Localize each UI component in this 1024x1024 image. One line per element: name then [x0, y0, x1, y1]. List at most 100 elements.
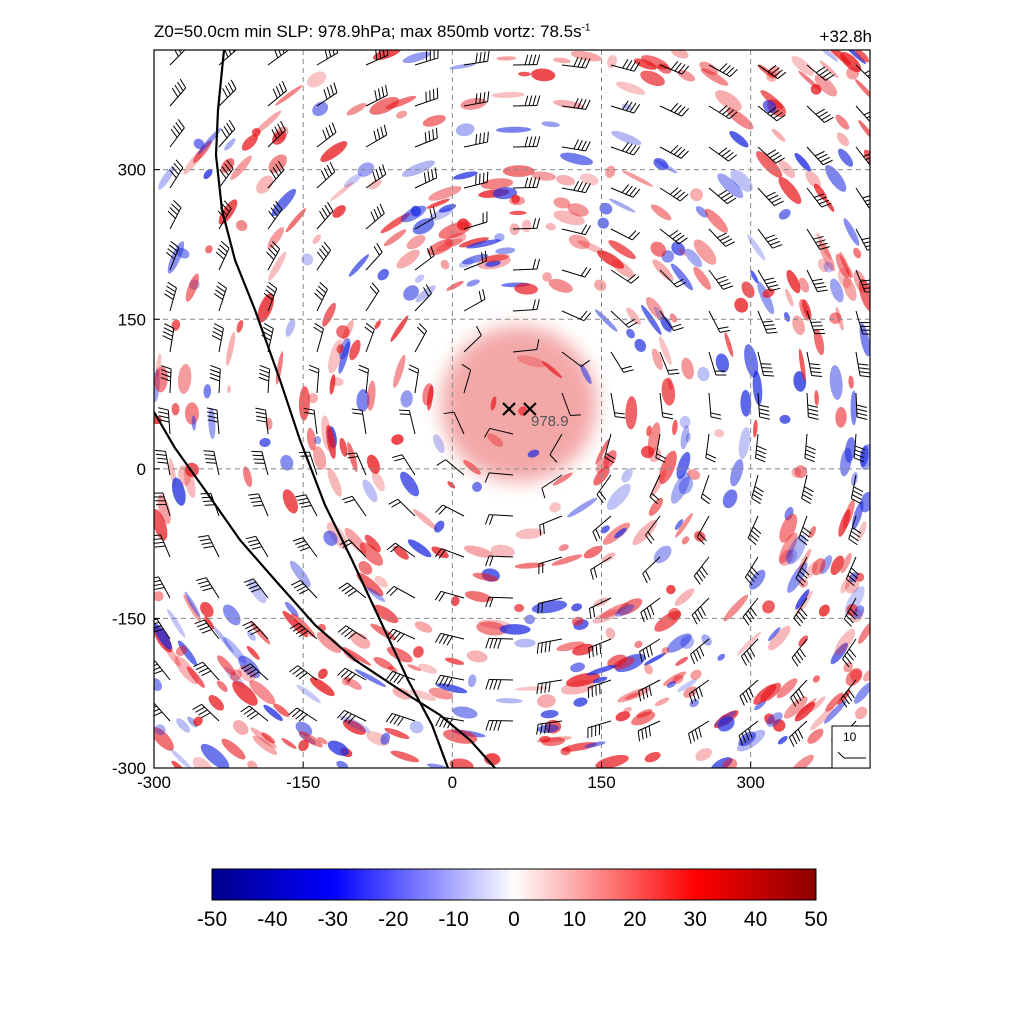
- vorticity-cell: [409, 720, 424, 734]
- vorticity-cell: [819, 60, 839, 78]
- vorticity-cell: [495, 698, 523, 704]
- vorticity-cell: [621, 170, 654, 187]
- wind-barb: [288, 707, 318, 722]
- vorticity-cell: [624, 692, 641, 700]
- vorticity-cell: [840, 553, 852, 574]
- wind-barb: [463, 325, 482, 353]
- vorticity-cell: [434, 520, 445, 533]
- wind-barb: [251, 450, 269, 476]
- wind-barb: [434, 590, 465, 602]
- vorticity-cell: [384, 727, 410, 740]
- vorticity-cell: [608, 198, 636, 213]
- vorticity-cell: [482, 254, 510, 263]
- wind-barb: [638, 679, 661, 702]
- wind-barb: [539, 515, 563, 536]
- vorticity-cell: [835, 114, 850, 130]
- vorticity-cell: [681, 357, 694, 380]
- vorticity-cell: [491, 91, 525, 98]
- vorticity-cell: [670, 263, 694, 291]
- vorticity-cell: [754, 700, 767, 711]
- vorticity-cell: [362, 479, 378, 503]
- wind-barb: [757, 351, 775, 377]
- wind-barb: [659, 144, 689, 159]
- vorticity-cell: [741, 281, 755, 298]
- wind-barb: [747, 515, 762, 546]
- wind-barb: [434, 548, 465, 559]
- vorticity-cell: [614, 527, 627, 539]
- vorticity-cell: [810, 84, 822, 95]
- vorticity-cell: [757, 281, 775, 315]
- vorticity-cell: [157, 494, 171, 525]
- wind-barb: [162, 323, 175, 353]
- vorticity-cell: [850, 390, 857, 426]
- vorticity-cell: [777, 735, 788, 745]
- wind-barb: [738, 720, 759, 746]
- vorticity-cell: [290, 613, 316, 638]
- vorticity-cell: [681, 536, 690, 545]
- wind-barb: [561, 310, 592, 322]
- wind-barb: [845, 556, 860, 587]
- vorticity-cell: [409, 689, 437, 701]
- wind-barb: [358, 364, 369, 394]
- wind-barb: [708, 269, 734, 290]
- vorticity-cell: [778, 159, 796, 179]
- vorticity-cell: [515, 686, 549, 691]
- vorticity-cell: [517, 355, 547, 368]
- vorticity-cell: [274, 85, 303, 106]
- y-tick-label: -300: [112, 759, 146, 778]
- wind-barb: [261, 323, 274, 353]
- vorticity-cell: [515, 528, 544, 540]
- vorticity-cell: [817, 258, 829, 273]
- vorticity-cell: [583, 545, 603, 559]
- wind-barb: [655, 433, 667, 463]
- vorticity-cell: [412, 508, 438, 531]
- wind-barb: [806, 64, 835, 81]
- vorticity-cell: [801, 299, 812, 320]
- vorticity-cell: [798, 277, 810, 293]
- wind-barb: [243, 578, 269, 599]
- wind-barb: [855, 351, 870, 378]
- vorticity-cell: [232, 680, 258, 706]
- wind-barb: [435, 716, 465, 729]
- vorticity-cell: [285, 208, 307, 233]
- vorticity-cell: [241, 134, 258, 151]
- wind-barb: [316, 201, 334, 230]
- vorticity-cell: [298, 386, 310, 421]
- wind-barb: [610, 351, 634, 373]
- vorticity-cell: [717, 173, 744, 199]
- vorticity-cell: [537, 724, 559, 733]
- vorticity-cell: [417, 663, 438, 674]
- vorticity-cell: [674, 519, 684, 530]
- wind-barb: [303, 407, 318, 435]
- wind-barb: [512, 95, 541, 107]
- vorticity-cell: [480, 178, 514, 190]
- vorticity-cell: [224, 138, 236, 151]
- wind-barb: [801, 474, 814, 504]
- wind-barb: [414, 127, 438, 148]
- vorticity-cell: [829, 312, 842, 324]
- vorticity-cell: [327, 740, 349, 756]
- vorticity-cell: [236, 320, 244, 333]
- wind-barb: [708, 228, 736, 247]
- vorticity-cell: [492, 187, 518, 200]
- vorticity-cell: [551, 554, 583, 566]
- wind-barb: [804, 433, 816, 463]
- vorticity-cell: [177, 640, 198, 666]
- vorticity-cell: [171, 402, 180, 416]
- wind-barb: [740, 638, 759, 666]
- vorticity-cell: [798, 578, 808, 588]
- wind-barb: [461, 363, 472, 394]
- wind-barb: [610, 142, 641, 156]
- y-tick-label: 0: [137, 460, 146, 479]
- vorticity-cell: [670, 472, 690, 504]
- vorticity-cell: [502, 165, 535, 177]
- vorticity-cell: [346, 103, 367, 116]
- vorticity-cell: [565, 672, 600, 687]
- vorticity-cell: [407, 539, 432, 558]
- wind-barb: [336, 709, 367, 724]
- vorticity-cell: [631, 711, 656, 726]
- wind-barb: [536, 679, 563, 695]
- wind-barb: [850, 474, 864, 504]
- vorticity-cell: [650, 241, 667, 257]
- vorticity-cell: [246, 645, 260, 660]
